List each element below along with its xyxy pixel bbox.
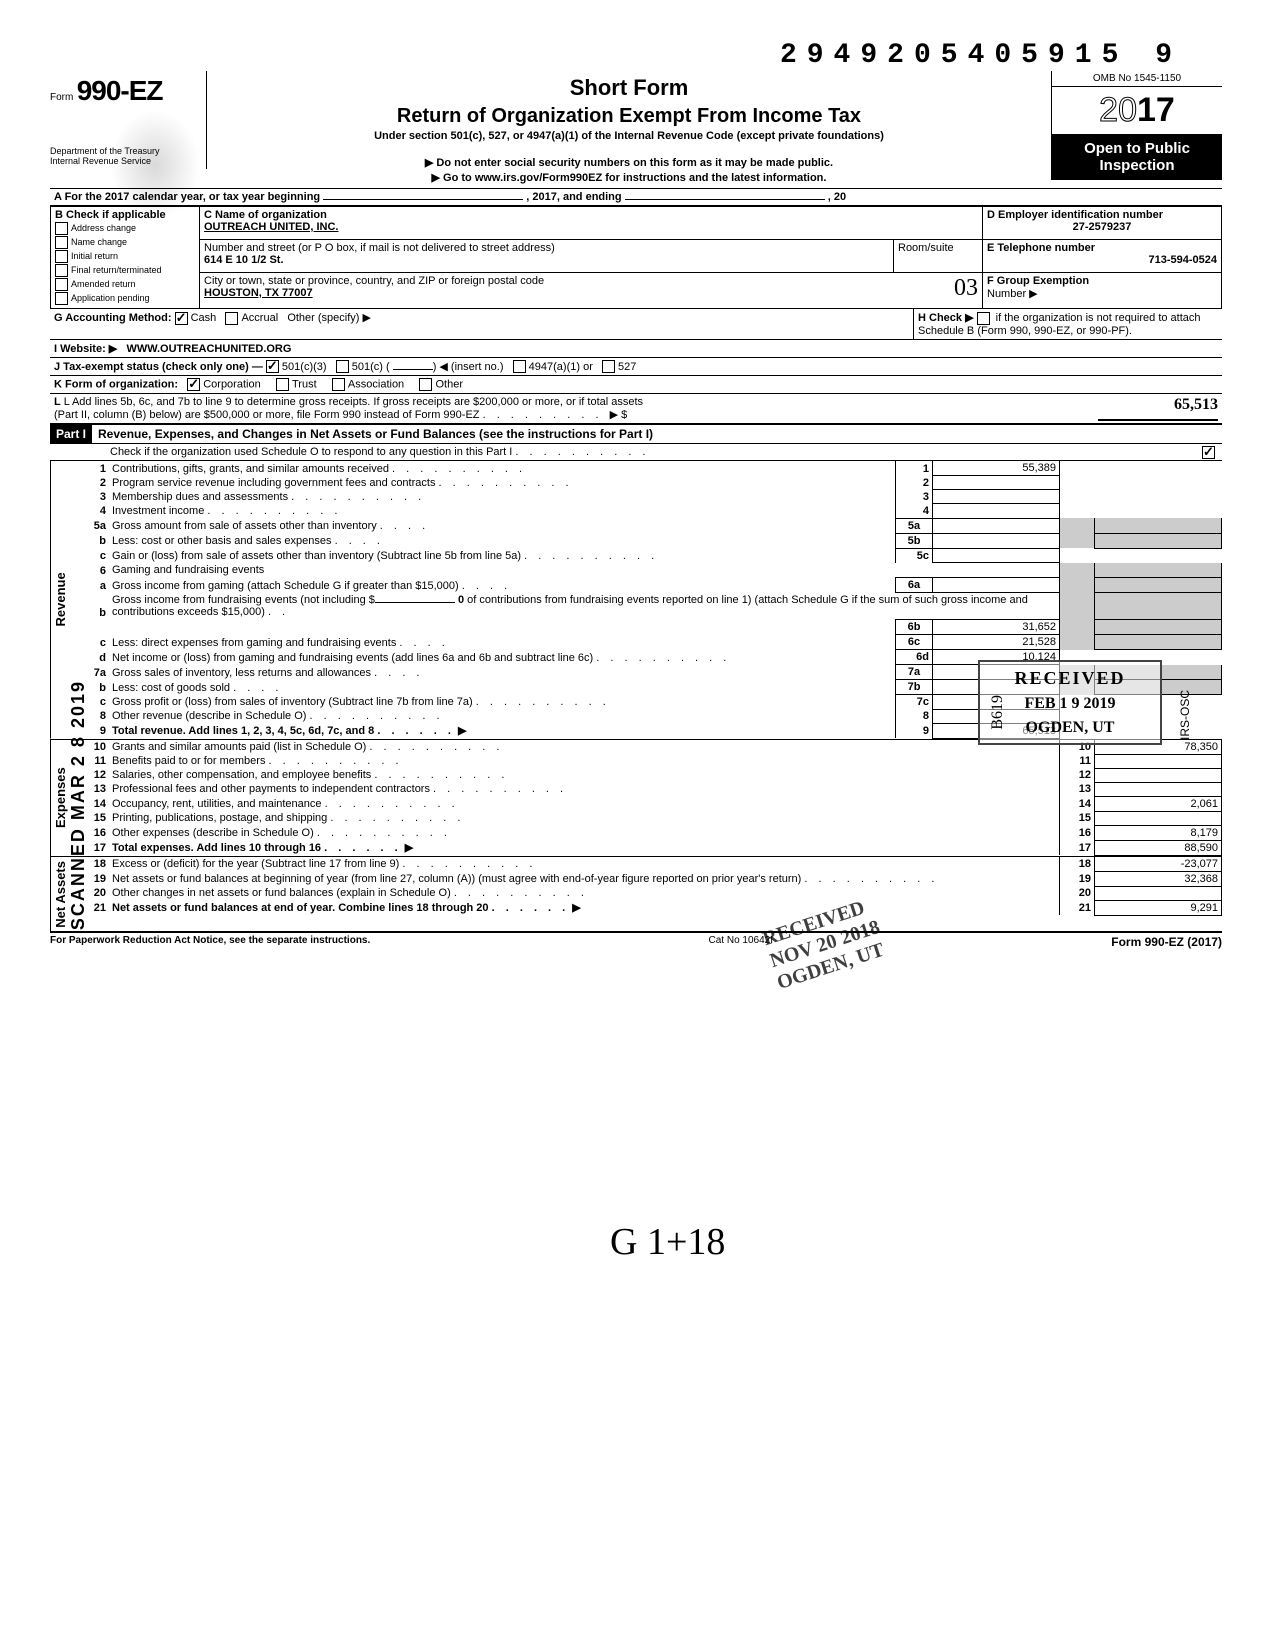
c-label: C Name of organization (204, 209, 327, 221)
footer-right: Form 990-EZ (2017) (1111, 935, 1222, 949)
cash-checkbox[interactable] (175, 312, 188, 325)
open-public-2: Inspection (1056, 157, 1218, 174)
j-501c-checkbox[interactable] (336, 360, 349, 373)
form-number: 990-EZ (77, 75, 163, 106)
scribble-b619: B619 (989, 695, 1007, 730)
barcode-number: 2949205405915 9 (50, 40, 1222, 71)
i-label: I Website: ▶ (54, 343, 117, 355)
room-label: Room/suite (898, 242, 954, 254)
b-checkbox[interactable] (55, 278, 68, 291)
header-row: Form 990-EZ Department of the Treasury I… (50, 71, 1222, 189)
k-assoc: Association (348, 379, 404, 391)
j-label: J Tax-exempt status (check only one) — (54, 361, 263, 373)
irs-osc-label: IRS-OSC (1178, 690, 1192, 740)
k-other-checkbox[interactable] (419, 378, 432, 391)
part1-title: Revenue, Expenses, and Changes in Net As… (92, 425, 1222, 443)
g-accrual: Accrual (241, 312, 278, 324)
stamp1-r1: RECEIVED (990, 668, 1150, 689)
k-trust-checkbox[interactable] (276, 378, 289, 391)
j-4947: 4947(a)(1) or (529, 361, 593, 373)
l-text2: (Part II, column (B) below) are $500,000… (54, 409, 480, 421)
stamp1-r2: FEB 1 9 2019 (990, 695, 1150, 713)
hand-o3: 03 (954, 275, 978, 302)
b-checkbox[interactable] (55, 292, 68, 305)
j-527: 527 (618, 361, 636, 373)
j-501c3: 501(c)(3) (282, 361, 327, 373)
part1-label: Part I (50, 425, 92, 443)
d-label: D Employer identification number (987, 209, 1163, 221)
k-corp-checkbox[interactable] (187, 378, 200, 391)
street: 614 E 10 1/2 St. (204, 254, 284, 266)
l-text1: L Add lines 5b, 6c, and 7b to line 9 to … (64, 396, 643, 408)
f-label: F Group Exemption (987, 275, 1089, 287)
form-prefix: Form (50, 92, 73, 103)
stamp1-r3: OGDEN, UT (990, 719, 1150, 737)
h-checkbox[interactable] (977, 312, 990, 325)
year: 2017 (1052, 87, 1222, 134)
j-501c: 501(c) ( (352, 361, 390, 373)
entity-block: B Check if applicable Address changeName… (50, 206, 1222, 309)
title-note1: ▶ Do not enter social security numbers o… (215, 156, 1043, 169)
part1-checkbox[interactable] (1202, 446, 1215, 459)
scanned-stamp: SCANNED MAR 2 8 2019 (68, 680, 89, 930)
j-527-checkbox[interactable] (602, 360, 615, 373)
h-label: H Check ▶ (918, 312, 974, 324)
part1-check-text: Check if the organization used Schedule … (110, 446, 512, 458)
l-arrow: ▶ $ (610, 409, 628, 421)
website: WWW.OUTREACHUNITED.ORG (126, 343, 291, 355)
ein: 27-2579237 (987, 221, 1217, 233)
title-short: Short Form (215, 75, 1043, 101)
phone: 713-594-0524 (987, 254, 1217, 266)
k-assoc-checkbox[interactable] (332, 378, 345, 391)
k-corp: Corporation (203, 379, 260, 391)
b-checkbox[interactable] (55, 222, 68, 235)
g-other: Other (specify) ▶ (287, 312, 371, 324)
g-cash: Cash (191, 312, 217, 324)
title-main: Return of Organization Exempt From Incom… (215, 105, 1043, 128)
j-501c3-checkbox[interactable] (266, 360, 279, 373)
street-label: Number and street (or P O box, if mail i… (204, 242, 555, 254)
k-label: K Form of organization: (54, 379, 178, 391)
e-label: E Telephone number (987, 242, 1095, 254)
k-other: Other (435, 379, 463, 391)
j-insert: ) ◀ (insert no.) (433, 361, 504, 373)
j-4947-checkbox[interactable] (513, 360, 526, 373)
omb: OMB No 1545-1150 (1052, 71, 1222, 87)
title-note2: ▶ Go to www.irs.gov/Form990EZ for instru… (215, 171, 1043, 184)
org-name: OUTREACH UNITED, INC. (204, 221, 338, 233)
b-checkbox[interactable] (55, 264, 68, 277)
open-public-1: Open to Public (1056, 140, 1218, 157)
footer-left: For Paperwork Reduction Act Notice, see … (50, 935, 370, 949)
l-value: 65,513 (1098, 396, 1218, 421)
hand-g1-18: G 1+18 (610, 1220, 725, 1264)
b-checkbox[interactable] (55, 236, 68, 249)
line-a-mid: , 2017, and ending (526, 191, 621, 203)
b-checkbox[interactable] (55, 250, 68, 263)
title-sub: Under section 501(c), 527, or 4947(a)(1)… (215, 130, 1043, 142)
accrual-checkbox[interactable] (225, 312, 238, 325)
city: HOUSTON, TX 77007 (204, 287, 313, 299)
f-label2: Number ▶ (987, 288, 1038, 300)
line-a-end: , 20 (828, 191, 846, 203)
g-label: G Accounting Method: (54, 312, 172, 324)
line-a: A For the 2017 calendar year, or tax yea… (50, 189, 1222, 206)
dept-line2: Internal Revenue Service (50, 157, 200, 167)
k-trust: Trust (292, 379, 317, 391)
city-label: City or town, state or province, country… (204, 275, 544, 287)
